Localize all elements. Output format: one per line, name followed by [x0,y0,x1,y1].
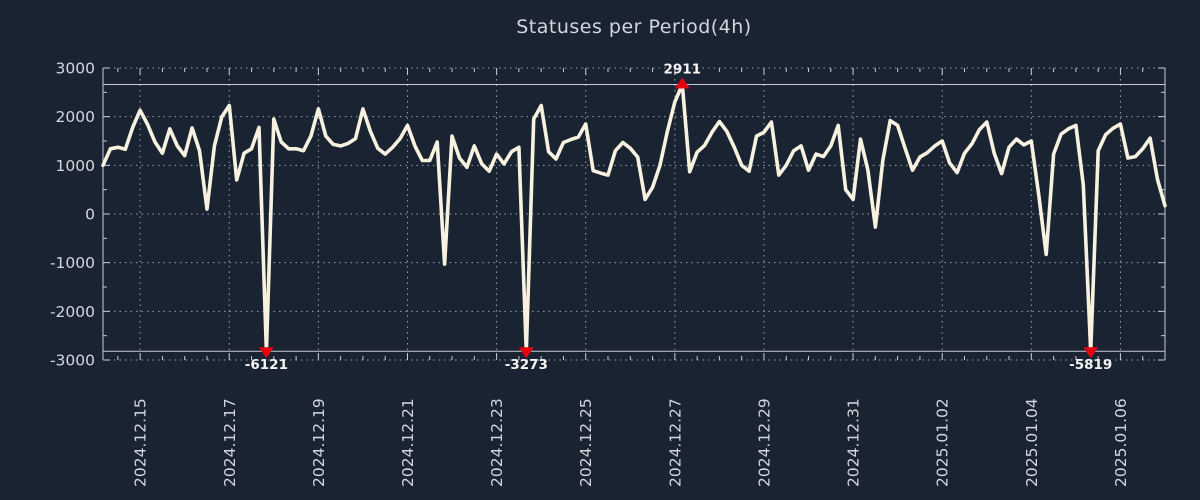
y-axis-tick-label: 0 [85,206,95,224]
y-axis-tick-label: -3000 [50,352,95,370]
x-axis-tick-label: 2024.12.17 [221,398,239,487]
y-axis-tick-label: 3000 [56,60,95,78]
x-axis-tick-label: 2024.12.27 [666,398,684,487]
extreme-value-label: -6121 [245,357,288,373]
extreme-value-label: -5819 [1069,357,1112,373]
min-value-marker-icon [1083,347,1099,359]
data-series [101,82,1167,354]
extreme-markers: 2911 -6121 -3273 -5819 [245,62,1113,374]
axis-labels: 3000 2000 1000 0 -1000 -2000 -3000 2024.12.15 20… [50,60,1130,488]
x-axis-tick-label: 2024.12.21 [399,398,417,487]
threshold-lines [103,84,1165,352]
grid-lines [102,67,1166,361]
y-axis-tick-label: 2000 [56,108,95,126]
min-value-marker-icon [518,347,534,359]
x-axis-tick-label: 2024.12.23 [488,398,506,487]
statuses-line-series [101,82,1167,354]
x-axis-tick-label: 2025.01.04 [1023,398,1041,487]
max-value-marker-icon [674,77,690,89]
tick-marks [103,67,1166,361]
x-axis-tick-label: 2025.01.06 [1112,398,1130,487]
chart-title: Statuses per Period(4h) [516,16,752,38]
y-axis-tick-label: -1000 [50,254,95,272]
extreme-value-label: 2911 [663,62,701,78]
x-axis-tick-label: 2024.12.15 [132,398,150,487]
y-axis-tick-label: -2000 [50,303,95,321]
x-axis-tick-label: 2025.01.02 [934,398,952,487]
x-axis-tick-label: 2024.12.25 [577,398,595,487]
y-axis-tick-label: 1000 [56,157,95,175]
x-axis-tick-label: 2024.12.31 [845,398,863,487]
x-axis-tick-label: 2024.12.29 [755,398,773,487]
min-value-marker-icon [258,347,274,359]
extreme-value-label: -3273 [505,357,548,373]
x-axis-tick-label: 2024.12.19 [310,398,328,487]
